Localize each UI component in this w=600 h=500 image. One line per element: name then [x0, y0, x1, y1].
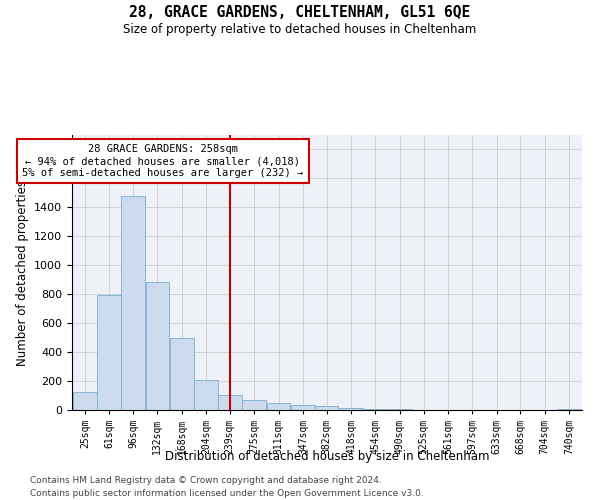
Bar: [315, 406, 338, 410]
Text: Distribution of detached houses by size in Cheltenham: Distribution of detached houses by size …: [165, 450, 489, 463]
Bar: [267, 403, 290, 410]
Bar: [557, 408, 581, 410]
Text: Contains public sector information licensed under the Open Government Licence v3: Contains public sector information licen…: [30, 488, 424, 498]
Y-axis label: Number of detached properties: Number of detached properties: [16, 180, 29, 366]
Bar: [194, 380, 218, 410]
Bar: [121, 196, 145, 410]
Bar: [218, 395, 242, 410]
Bar: [146, 282, 169, 410]
Text: 28 GRACE GARDENS: 258sqm
← 94% of detached houses are smaller (4,018)
5% of semi: 28 GRACE GARDENS: 258sqm ← 94% of detach…: [22, 144, 304, 178]
Text: Size of property relative to detached houses in Cheltenham: Size of property relative to detached ho…: [124, 22, 476, 36]
Bar: [339, 408, 363, 410]
Text: 28, GRACE GARDENS, CHELTENHAM, GL51 6QE: 28, GRACE GARDENS, CHELTENHAM, GL51 6QE: [130, 5, 470, 20]
Text: Contains HM Land Registry data © Crown copyright and database right 2024.: Contains HM Land Registry data © Crown c…: [30, 476, 382, 485]
Bar: [242, 400, 266, 410]
Bar: [97, 295, 121, 410]
Bar: [364, 408, 387, 410]
Bar: [73, 392, 97, 410]
Bar: [170, 338, 194, 410]
Bar: [291, 405, 315, 410]
